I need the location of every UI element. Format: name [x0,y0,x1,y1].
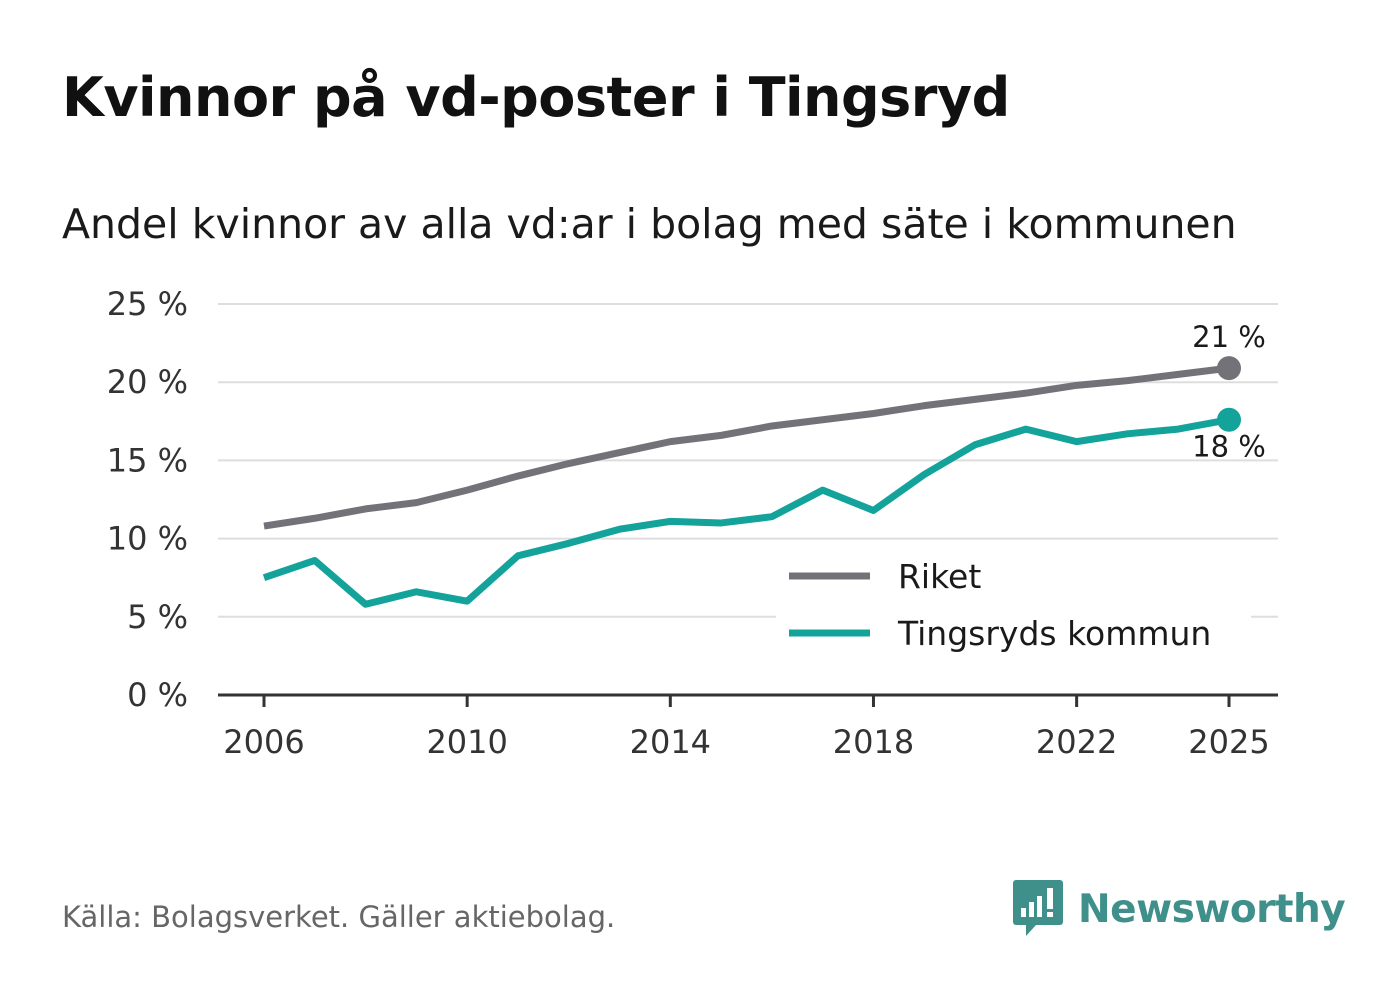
legend-label: Tingsryds kommun [897,614,1211,653]
y-tick-label: 25 % [107,285,188,323]
y-tick-label: 0 % [127,676,188,714]
end-label-riket: 21 % [1192,320,1266,354]
chart-title: Kvinnor på vd-poster i Tingsryd [62,66,1010,129]
x-tick-label: 2018 [833,723,914,761]
legend: Riket Tingsryds kommun [776,552,1251,662]
end-point-marker [1217,356,1241,381]
y-axis-ticks: 0 % 5 % 10 % 15 % 20 % 25 % [107,285,188,714]
brand-logo: Newsworthy [1012,878,1346,940]
legend-label: Riket [898,557,981,596]
y-tick-label: 5 % [127,598,188,636]
y-tick-label: 20 % [107,363,188,401]
end-labels: 21 % 18 % [1192,320,1266,464]
x-tick-label: 2014 [630,723,711,761]
brand-name: Newsworthy [1078,886,1346,932]
end-label-tingsryd: 18 % [1192,430,1266,464]
legend-background [776,552,1251,662]
x-axis-ticks: 2006 2010 2014 2018 2022 2025 [218,693,1278,761]
series-line-riket [263,364,1230,530]
series-lines [262,356,1241,608]
y-tick-label: 10 % [107,520,188,558]
x-tick-label: 2022 [1036,723,1117,761]
x-tick-label: 2025 [1188,723,1269,761]
x-tick-label: 2010 [426,723,507,761]
end-point-marker [1217,407,1241,432]
x-tick-label: 2006 [223,723,304,761]
newsworthy-logo-icon [1013,880,1063,936]
series-line-tingsryd [262,416,1230,608]
chart-subtitle: Andel kvinnor av alla vd:ar i bolag med … [62,200,1237,248]
line-chart: 0 %5 %10 %15 %20 %25 % 2006 2010 2014 2018 2… [107,285,1278,761]
source-note: Källa: Bolagsverket. Gäller aktiebolag. [62,900,616,934]
y-tick-label: 15 % [107,441,188,479]
